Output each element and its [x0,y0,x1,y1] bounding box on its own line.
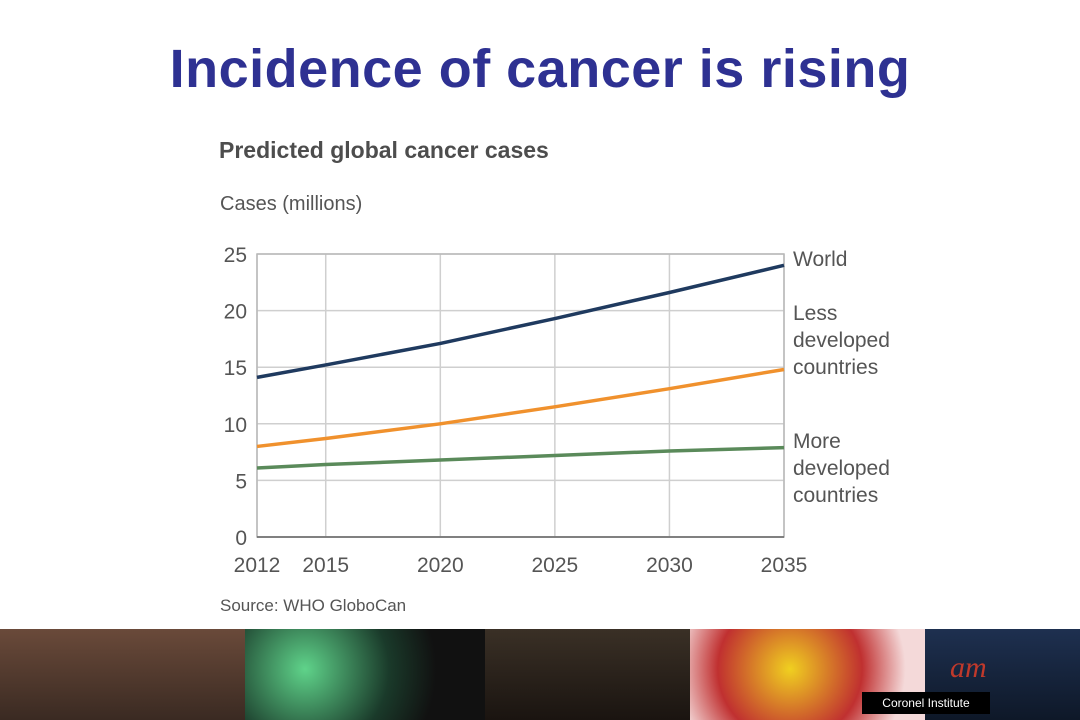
y-tick-label: 5 [235,470,247,493]
medical-scan-photo [245,629,485,720]
series-line [256,367,785,449]
slide-title: Incidence of cancer is rising [169,39,911,99]
plot-frame [256,253,785,538]
y-tick-label: 0 [235,527,247,550]
y-tick-label: 15 [224,357,247,380]
chart-source: Source: WHO GloboCan [220,596,407,615]
series-label: countries [793,484,878,507]
y-tick-label: 10 [224,414,247,437]
chart-title: Predicted global cancer cases [219,137,549,163]
y-tick-label: 20 [224,301,247,324]
series-label: More [793,430,841,453]
x-tick-label: 2025 [532,554,579,577]
series-label: World [793,248,847,271]
series-label: developed [793,329,890,352]
footer-photo-strip [0,629,1080,720]
series-line [256,263,785,380]
x-tick-label: 2015 [302,554,349,577]
y-tick-label: 25 [224,244,247,267]
x-tick-label: 2012 [234,554,281,577]
x-tick-label: 2035 [761,554,808,577]
series-label: Less [793,302,837,325]
anatomy-painting [485,629,690,720]
lecture-hall-photo [0,629,245,720]
series-label: countries [793,356,878,379]
x-tick-label: 2020 [417,554,464,577]
series-line [256,445,785,470]
y-axis-label: Cases (millions) [220,193,363,215]
series-label: developed [793,457,890,480]
amc-logo: am [950,651,987,684]
credit-label: Coronel Institute [862,692,990,714]
x-tick-label: 2030 [646,554,693,577]
